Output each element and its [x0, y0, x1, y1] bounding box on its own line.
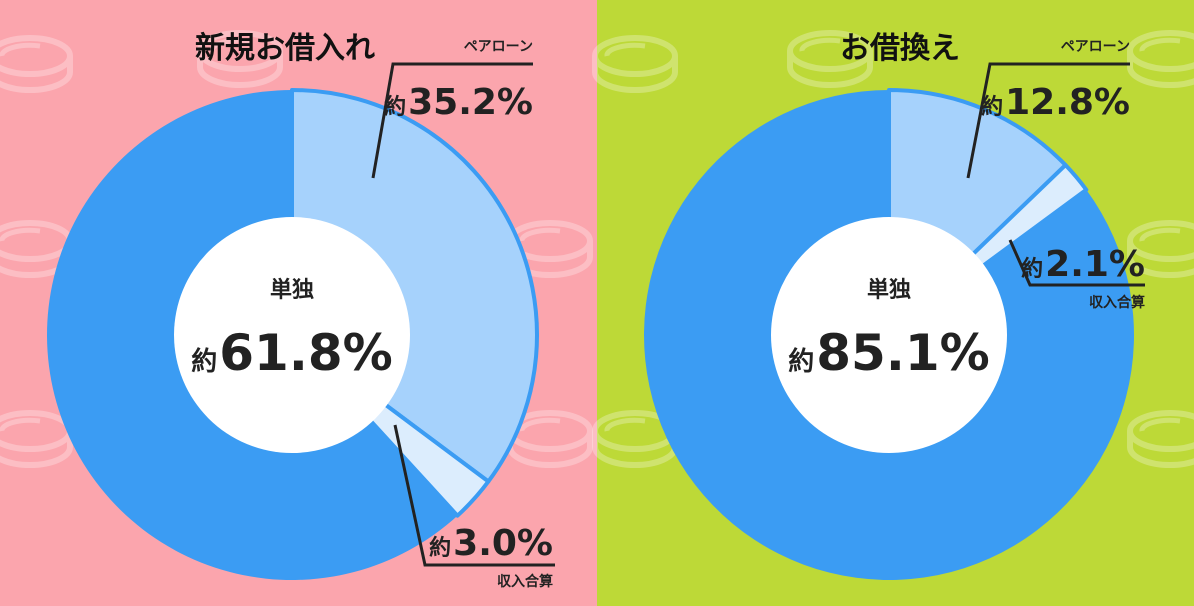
annotation-combined-new: 約3.0% 収入合算 — [393, 424, 555, 590]
donut-new-loan — [47, 88, 539, 581]
value-combined-income-new: 約3.0% — [429, 523, 553, 564]
center-label-single-new: 単独 — [270, 277, 314, 303]
annotation-pair-new: ペアローン 約35.2% — [371, 39, 533, 179]
value-pair-loan-refi: 約12.8% — [981, 82, 1130, 123]
label-pair-loan-new: ペアローン — [464, 39, 533, 55]
annotation-pair-refi: ペアローン 約12.8% — [966, 39, 1130, 179]
donut-hole-refi — [771, 217, 1007, 453]
annotation-combined-refi: 約2.1% 収入合算 — [1008, 239, 1145, 311]
label-combined-income-new: 収入合算 — [497, 573, 553, 590]
label-combined-income-refi: 収入合算 — [1089, 294, 1145, 311]
slice-pair-new — [290, 88, 539, 484]
center-value-single-new: 約61.8% — [191, 324, 392, 382]
center-value-single-refi: 約85.1% — [788, 324, 989, 382]
chart-title-refinance: お借換え — [840, 31, 960, 66]
panel-refinance: お借換え 単独 約85.1% ペアローン 約12.8% 約2.1% 収入合算 — [595, 0, 1194, 606]
label-pair-loan-refi: ペアローン — [1061, 39, 1130, 55]
donut-hole-new — [174, 217, 410, 453]
value-combined-income-refi: 約2.1% — [1021, 244, 1145, 285]
chart-title-new-loan: 新規お借入れ — [195, 31, 375, 66]
panel-new-loan: 新規お借入れ 単独 約61.8% ペアローン 約35.2% 約3.0% 収入合算 — [0, 0, 597, 606]
center-label-single-refi: 単独 — [867, 277, 911, 303]
donut-refinance — [643, 88, 1134, 580]
value-pair-loan-new: 約35.2% — [384, 82, 533, 123]
